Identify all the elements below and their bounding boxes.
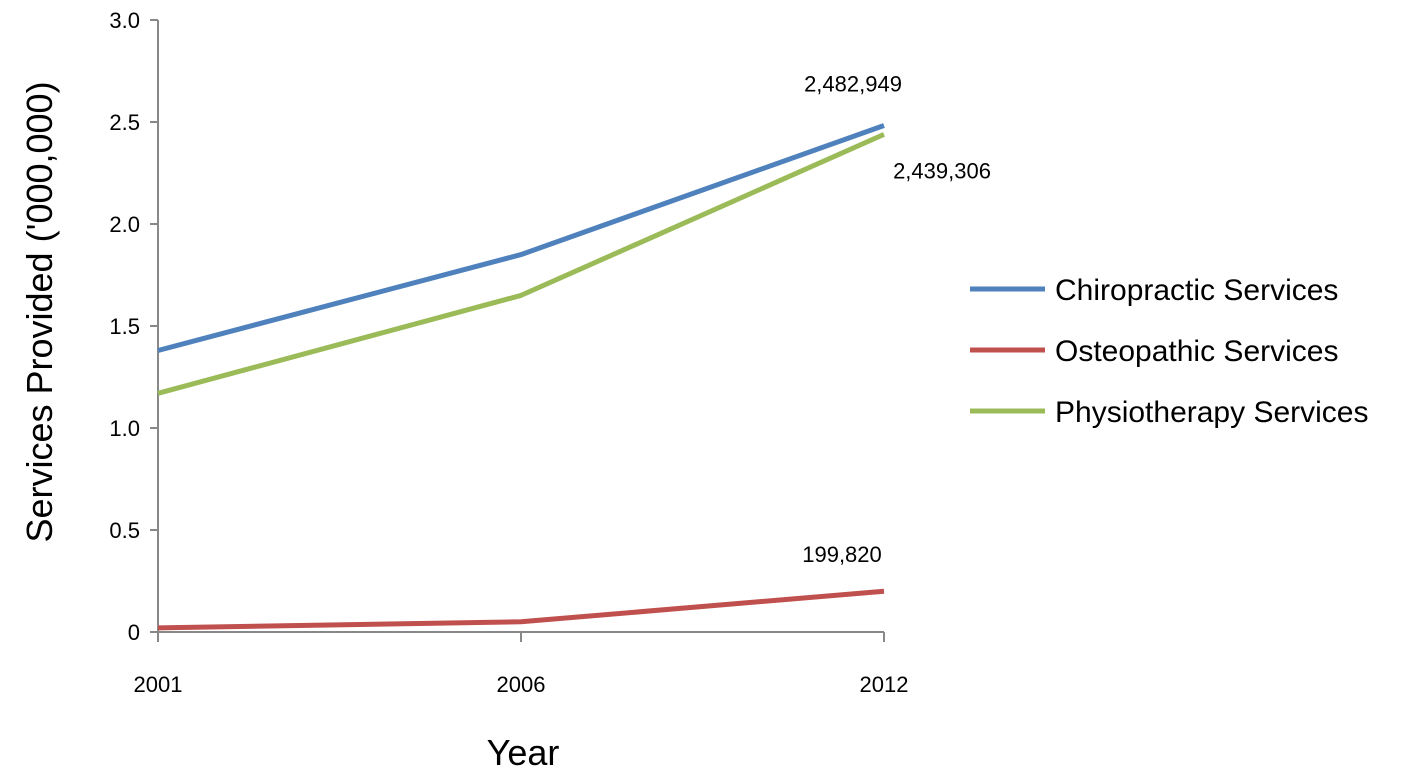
x-axis-ticks: 2001 2006 2012	[134, 632, 909, 697]
y-tick-label: 2.5	[109, 110, 140, 135]
axes	[157, 20, 884, 633]
x-tick-label: 2001	[134, 672, 183, 697]
y-tick-label: 3.0	[109, 8, 140, 33]
data-label: 2,482,949	[804, 71, 902, 96]
x-tick-label: 2006	[497, 672, 546, 697]
y-tick-label: 2.0	[109, 212, 140, 237]
legend-label: Chiropractic Services	[1055, 274, 1338, 307]
y-axis-ticks: 0 0.5 1.0 1.5 2.0 2.5 3.0	[109, 8, 158, 645]
y-tick-label: 1.0	[109, 416, 140, 441]
y-tick-label: 0.5	[109, 518, 140, 543]
legend-item: Chiropractic Services	[970, 274, 1338, 307]
y-tick-label: 0	[128, 620, 140, 645]
series-line-osteopathic-services	[157, 588, 885, 631]
y-axis-title: Services Provided ('000,000)	[19, 81, 60, 542]
data-labels: 2,482,949 199,820 2,439,306	[802, 71, 991, 567]
data-label: 2,439,306	[893, 158, 991, 183]
series-line-physiotherapy-services	[157, 132, 886, 396]
legend: Chiropractic Services Osteopathic Service…	[970, 274, 1368, 429]
x-axis-title: Year	[487, 732, 560, 771]
legend-label: Physiotherapy Services	[1055, 396, 1368, 429]
data-label: 199,820	[802, 542, 882, 567]
legend-item: Physiotherapy Services	[970, 396, 1368, 429]
legend-label: Osteopathic Services	[1055, 335, 1338, 368]
x-tick-label: 2012	[860, 672, 909, 697]
y-tick-label: 1.5	[109, 314, 140, 339]
series-lines	[157, 123, 886, 631]
legend-item: Osteopathic Services	[970, 335, 1338, 368]
series-line-chiropractic-services	[157, 123, 885, 353]
